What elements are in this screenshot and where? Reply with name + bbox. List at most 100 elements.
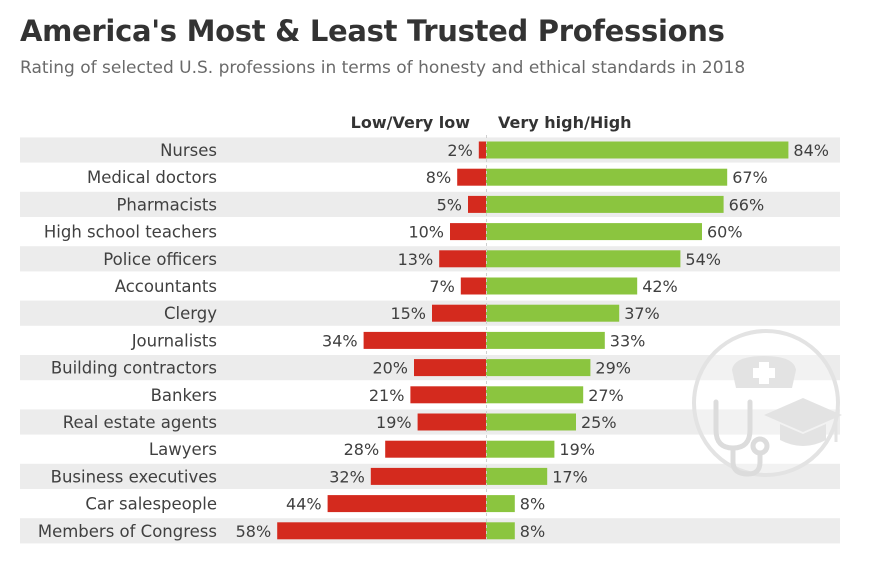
row-band	[20, 300, 840, 326]
row-business-executives: Business executives 32% 17%	[51, 467, 588, 486]
data-label-very-high-high: 17%	[552, 467, 588, 486]
row-lawyers: Lawyers 28% 19%	[149, 440, 595, 459]
data-label-low-very-low: 28%	[344, 440, 380, 459]
row-building-contractors: Building contractors 20% 29%	[51, 359, 631, 378]
bar-low-very-low	[327, 495, 486, 513]
bar-very-high-high	[486, 495, 515, 513]
bar-very-high-high	[486, 522, 515, 540]
chart-subtitle: Rating of selected U.S. professions in t…	[20, 58, 746, 78]
data-label-very-high-high: 8%	[520, 522, 545, 541]
data-label-very-high-high: 84%	[793, 141, 829, 160]
category-label: Pharmacists	[116, 195, 217, 214]
category-label: Business executives	[51, 467, 217, 486]
row-nurses: Nurses 2% 84%	[160, 141, 829, 160]
rows: Nurses 2% 84% Medical doctors 8% 67% Pharmacis…	[38, 141, 829, 541]
row-journalists: Journalists 34% 33%	[131, 331, 646, 350]
row-clergy: Clergy 15% 37%	[164, 304, 660, 323]
bar-low-very-low	[410, 386, 486, 404]
data-label-very-high-high: 8%	[520, 495, 545, 514]
bar-low-very-low	[370, 467, 486, 485]
data-label-low-very-low: 2%	[447, 141, 472, 160]
row-band	[20, 246, 840, 272]
legend-low-very-low: Low/Very low	[351, 113, 471, 132]
data-label-low-very-low: 21%	[369, 386, 405, 405]
bar-low-very-low	[385, 440, 486, 458]
chart-title: America's Most & Least Trusted Professio…	[20, 14, 725, 48]
bar-very-high-high	[486, 413, 576, 431]
data-label-low-very-low: 44%	[286, 495, 322, 514]
category-label: Members of Congress	[38, 522, 217, 541]
data-label-low-very-low: 58%	[236, 522, 272, 541]
nurse-cap-icon	[732, 356, 796, 388]
data-label-very-high-high: 54%	[685, 250, 721, 269]
category-label: Lawyers	[149, 440, 217, 459]
category-label: Police officers	[103, 250, 217, 269]
bar-very-high-high	[486, 386, 584, 404]
legend-very-high-high: Very high/High	[498, 113, 632, 132]
row-accountants: Accountants 7% 42%	[115, 277, 678, 296]
data-label-low-very-low: 32%	[329, 467, 365, 486]
category-label: Accountants	[115, 277, 217, 296]
data-label-very-high-high: 37%	[624, 304, 660, 323]
data-label-low-very-low: 15%	[390, 304, 426, 323]
data-label-low-very-low: 7%	[429, 277, 454, 296]
bar-very-high-high	[486, 440, 555, 458]
data-label-low-very-low: 10%	[408, 223, 444, 242]
data-label-very-high-high: 67%	[732, 168, 768, 187]
bar-low-very-low	[450, 223, 486, 241]
row-medical-doctors: Medical doctors 8% 67%	[87, 168, 768, 187]
bar-low-very-low	[460, 277, 486, 295]
category-label: Car salespeople	[85, 495, 217, 514]
data-label-very-high-high: 66%	[729, 195, 765, 214]
graduation-cap-icon	[764, 398, 842, 446]
data-label-low-very-low: 13%	[398, 250, 434, 269]
data-label-low-very-low: 8%	[426, 168, 451, 187]
bar-low-very-low	[277, 522, 486, 540]
row-real-estate-agents: Real estate agents 19% 25%	[63, 413, 617, 432]
bar-very-high-high	[486, 168, 728, 186]
data-label-low-very-low: 34%	[322, 331, 358, 350]
row-car-salespeople: Car salespeople 44% 8%	[85, 495, 545, 514]
bar-very-high-high	[486, 250, 681, 268]
category-label: Real estate agents	[63, 413, 217, 432]
bar-low-very-low	[414, 359, 486, 377]
category-label: Clergy	[164, 304, 217, 323]
bar-low-very-low	[363, 331, 486, 349]
bar-low-very-low	[439, 250, 486, 268]
bar-very-high-high	[486, 195, 724, 213]
data-label-very-high-high: 29%	[595, 359, 631, 378]
category-label: Bankers	[151, 386, 217, 405]
data-label-very-high-high: 60%	[707, 223, 743, 242]
bar-low-very-low	[457, 168, 486, 186]
bar-very-high-high	[486, 331, 605, 349]
data-label-very-high-high: 42%	[642, 277, 678, 296]
category-label: High school teachers	[44, 223, 217, 242]
row-members-of-congress: Members of Congress 58% 8%	[38, 522, 545, 541]
bar-low-very-low	[478, 141, 486, 159]
row-high-school-teachers: High school teachers 10% 60%	[44, 223, 743, 242]
category-label: Journalists	[131, 331, 217, 350]
bar-low-very-low	[417, 413, 486, 431]
data-label-very-high-high: 25%	[581, 413, 617, 432]
data-label-very-high-high: 27%	[588, 386, 624, 405]
data-label-very-high-high: 33%	[610, 331, 646, 350]
bar-very-high-high	[486, 359, 591, 377]
data-label-low-very-low: 19%	[376, 413, 412, 432]
bar-very-high-high	[486, 467, 548, 485]
watermark	[692, 329, 842, 477]
data-label-low-very-low: 20%	[372, 359, 408, 378]
legend: Low/Very low Very high/High	[351, 113, 632, 132]
bar-low-very-low	[468, 195, 486, 213]
row-police-officers: Police officers 13% 54%	[103, 250, 721, 269]
bar-very-high-high	[486, 304, 620, 322]
data-label-very-high-high: 19%	[559, 440, 595, 459]
data-label-low-very-low: 5%	[437, 195, 462, 214]
bar-very-high-high	[486, 141, 789, 159]
bar-low-very-low	[432, 304, 486, 322]
bar-very-high-high	[486, 277, 638, 295]
row-pharmacists: Pharmacists 5% 66%	[116, 195, 764, 214]
bar-very-high-high	[486, 223, 702, 241]
category-label: Nurses	[160, 141, 217, 160]
category-label: Building contractors	[51, 359, 217, 378]
